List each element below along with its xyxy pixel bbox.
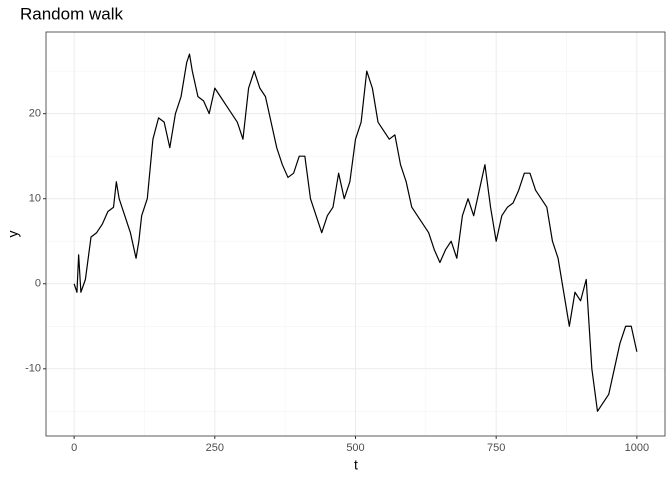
y-tick-label: 20 [29,108,41,120]
y-tick-label: -10 [25,363,41,375]
x-tick-label: 1000 [625,442,649,454]
x-axis-label: t [354,457,358,473]
line [73,53,638,412]
x-tick-label: 0 [71,442,77,454]
x-tick-label: 250 [206,442,224,454]
y-axis-label: y [5,231,21,238]
y-tick-label: 10 [29,193,41,205]
chart-title: Random walk [20,4,123,23]
x-tick-label: 500 [346,442,364,454]
panel-border [45,31,666,437]
y-tick-label: 0 [35,278,41,290]
x-tick-label: 750 [487,442,505,454]
